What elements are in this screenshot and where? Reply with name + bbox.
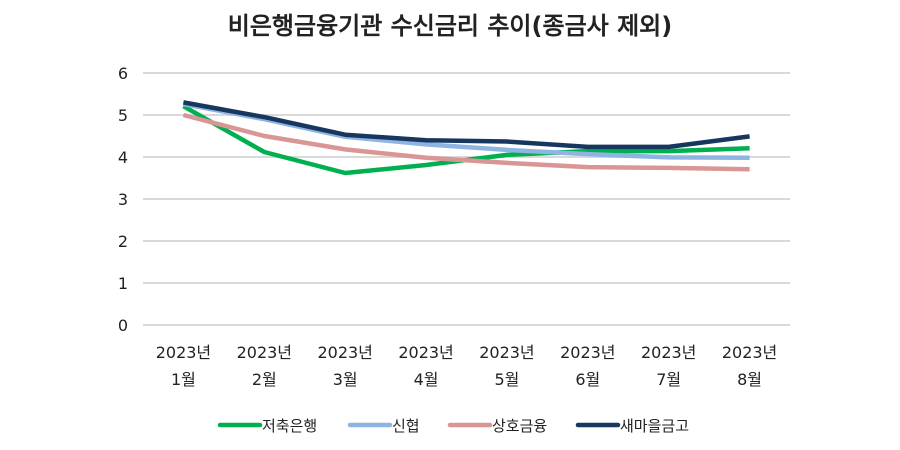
- y-axis-tick-labels: 0 1 2 3 4 5 6: [118, 64, 128, 335]
- y-tick-label: 1: [118, 274, 128, 293]
- legend-item: 새마을금고: [575, 417, 689, 435]
- series-lines: [182, 100, 750, 176]
- series-line-새마을금고: [182, 100, 750, 150]
- legend-label: 신협: [392, 417, 420, 435]
- x-tick-label: 2023년 3월: [317, 343, 372, 389]
- y-tick-label: 6: [118, 64, 128, 83]
- x-tick-label: 2023년 8월: [722, 343, 777, 389]
- y-tick-label: 5: [118, 106, 128, 125]
- chart-title: 비은행금융기관 수신금리 추이(종금사 제외): [228, 12, 672, 40]
- y-tick-label: 4: [118, 148, 128, 167]
- x-tick-label: 2023년 1월: [156, 343, 211, 389]
- y-tick-label: 0: [118, 316, 128, 335]
- x-tick-label: 2023년 6월: [560, 343, 615, 389]
- y-tick-label: 2: [118, 232, 128, 251]
- x-tick-label: 2023년 7월: [641, 343, 696, 389]
- legend: 저축은행 신협 상호금융 새마을금고: [217, 417, 689, 435]
- legend-label: 저축은행: [262, 417, 317, 435]
- x-axis-tick-labels: 2023년 1월 2023년 2월 2023년 3월 2023년 4월 2023년 5월 2023년…: [156, 343, 778, 389]
- legend-item: 저축은행: [217, 417, 317, 435]
- x-tick-label: 2023년 2월: [237, 343, 292, 389]
- x-tick-label: 2023년 5월: [479, 343, 534, 389]
- legend-label: 상호금융: [492, 417, 547, 435]
- legend-label: 새마을금고: [620, 417, 689, 435]
- legend-item: 신협: [347, 417, 420, 435]
- legend-item: 상호금융: [447, 417, 547, 435]
- y-tick-label: 3: [118, 190, 128, 209]
- x-tick-label: 2023년 4월: [398, 343, 453, 389]
- series-line-상호금융: [182, 112, 750, 172]
